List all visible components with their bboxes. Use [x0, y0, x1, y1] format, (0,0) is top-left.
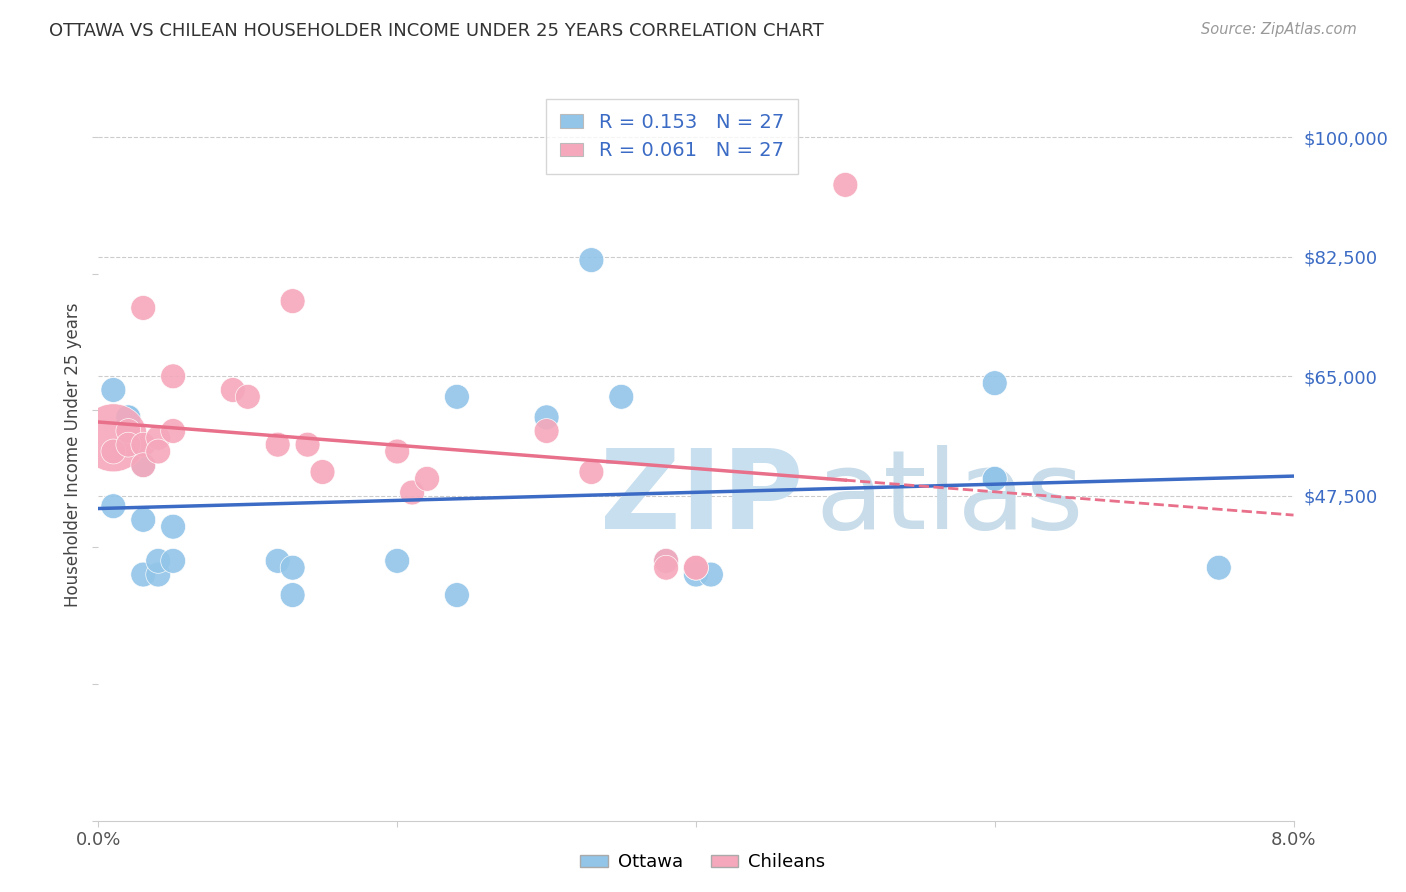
Point — [132, 513, 155, 527]
Text: ZIP: ZIP — [600, 445, 804, 552]
Point — [148, 444, 170, 458]
Point — [984, 376, 1007, 391]
Point — [132, 301, 155, 315]
Point — [685, 560, 707, 574]
Point — [281, 588, 304, 602]
Text: atlas: atlas — [815, 445, 1084, 552]
Point — [536, 424, 558, 438]
Point — [222, 383, 245, 397]
Point — [162, 424, 184, 438]
Point — [446, 588, 468, 602]
Point — [984, 472, 1007, 486]
Point — [984, 472, 1007, 486]
Point — [162, 369, 184, 384]
Legend: Ottawa, Chileans: Ottawa, Chileans — [574, 847, 832, 879]
Point — [117, 438, 139, 452]
Point — [148, 431, 170, 445]
Point — [536, 410, 558, 425]
Point — [297, 438, 319, 452]
Point — [581, 465, 603, 479]
Point — [655, 554, 678, 568]
Point — [132, 567, 155, 582]
Point — [162, 554, 184, 568]
Point — [148, 554, 170, 568]
Point — [281, 560, 304, 574]
Point — [401, 485, 423, 500]
Text: Source: ZipAtlas.com: Source: ZipAtlas.com — [1201, 22, 1357, 37]
Point — [267, 438, 290, 452]
Point — [385, 444, 409, 458]
Point — [700, 567, 723, 582]
Point — [117, 424, 139, 438]
Point — [1208, 560, 1230, 574]
Point — [267, 554, 290, 568]
Point — [132, 438, 155, 452]
Point — [446, 390, 468, 404]
Point — [132, 458, 155, 472]
Point — [834, 178, 856, 192]
Point — [281, 294, 304, 309]
Point — [236, 390, 259, 404]
Text: OTTAWA VS CHILEAN HOUSEHOLDER INCOME UNDER 25 YEARS CORRELATION CHART: OTTAWA VS CHILEAN HOUSEHOLDER INCOME UND… — [49, 22, 824, 40]
Point — [132, 458, 155, 472]
Point — [655, 560, 678, 574]
Point — [685, 560, 707, 574]
Point — [685, 567, 707, 582]
Point — [103, 499, 125, 513]
Point — [581, 253, 603, 268]
Point — [148, 567, 170, 582]
Point — [117, 410, 139, 425]
Point — [162, 519, 184, 533]
Point — [103, 383, 125, 397]
Point — [103, 431, 125, 445]
Point — [416, 472, 439, 486]
Point — [655, 554, 678, 568]
Y-axis label: Householder Income Under 25 years: Householder Income Under 25 years — [63, 302, 82, 607]
Point — [103, 444, 125, 458]
Point — [311, 465, 333, 479]
Point — [385, 554, 409, 568]
Legend: R = 0.153   N = 27, R = 0.061   N = 27: R = 0.153 N = 27, R = 0.061 N = 27 — [547, 99, 797, 174]
Point — [610, 390, 633, 404]
Point — [117, 410, 139, 425]
